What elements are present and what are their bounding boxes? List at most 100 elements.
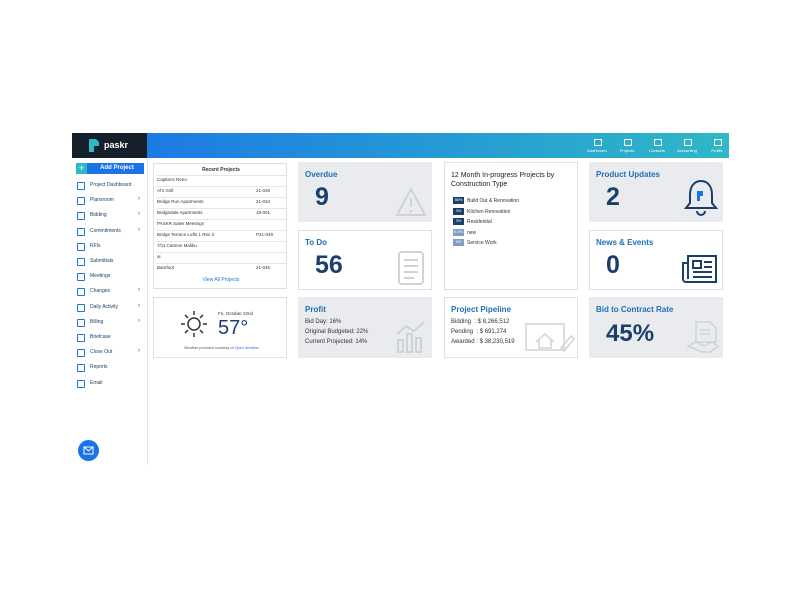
sidebar-icon — [77, 364, 85, 373]
view-all-link[interactable]: View All Projects — [202, 277, 240, 283]
blueprint-icon — [525, 323, 575, 353]
info-line: Original Budgeted: 22% — [305, 329, 369, 335]
card-title: To Do — [305, 238, 328, 247]
project-name[interactable]: Capitens Reno — [157, 177, 187, 182]
weather-credit-link[interactable]: Open Weather — [234, 346, 260, 350]
row-divider — [156, 208, 286, 209]
pipeline-card: Project Pipeline Bidding : $ 8,266,512 Pe… — [444, 297, 578, 358]
sidebar-item[interactable]: Changes › — [72, 287, 147, 297]
sidebar-icon — [77, 349, 85, 358]
sidebar-label[interactable]: Changes — [90, 288, 111, 295]
nav-item[interactable]: Accounting — [673, 137, 701, 155]
temperature: 57° — [218, 317, 249, 339]
nav-item[interactable]: Contacts — [643, 137, 671, 155]
sidebar-item[interactable]: Bidding › — [72, 211, 147, 221]
bid-rate-card: Bid to Contract Rate 45% — [589, 297, 723, 358]
sun-icon — [181, 311, 207, 337]
sidebar-label[interactable]: Billing — [90, 318, 104, 325]
sidebar-label[interactable]: Briefcase — [90, 334, 111, 340]
project-code: 21-026 — [256, 188, 271, 193]
percent-badge: 0% — [453, 239, 464, 246]
percent-badge: 3% — [453, 207, 464, 215]
project-name[interactable]: 7/11 Catmon Malibu — [157, 243, 197, 248]
sidebar-item[interactable]: Meetings — [72, 272, 147, 282]
news-card: News & Events 0 — [589, 230, 723, 290]
info-line: Bid Day: 16% — [305, 319, 342, 325]
percent-badge: 0.2% — [453, 228, 464, 236]
row-divider — [156, 230, 286, 231]
card-title: Profit — [305, 305, 326, 314]
info-line: Current Projected: 14% — [305, 339, 368, 345]
project-name[interactable]: ai — [157, 254, 161, 259]
bid-rate-value: 45% — [606, 320, 655, 347]
nav-item[interactable]: Projects — [613, 137, 641, 155]
submenu-arrow: › — [138, 211, 140, 218]
sidebar-item[interactable]: Submittals — [72, 257, 147, 267]
nav-label[interactable]: Projects — [619, 148, 635, 153]
sidebar-label[interactable]: RFIs — [90, 242, 101, 249]
nav-icon — [714, 139, 722, 146]
news-value: 0 — [606, 251, 620, 279]
sidebar-item[interactable]: Plansroom › — [72, 196, 147, 206]
project-code: 19-001 — [256, 210, 271, 215]
sidebar-item[interactable]: Close Out › — [72, 348, 147, 358]
nav-label[interactable]: Accounting — [677, 148, 697, 153]
row-divider — [156, 175, 286, 176]
project-name[interactable]: Bridge Terrace Lofts 1 Rev 3 — [157, 232, 214, 237]
nav-item[interactable]: Profile — [703, 137, 731, 155]
sidebar-label[interactable]: Daily Activity — [90, 303, 119, 310]
nav-item[interactable]: Dashboard — [583, 137, 611, 155]
nav-icon — [654, 139, 662, 146]
project-code: P21-048 — [256, 232, 274, 237]
sidebar-item[interactable]: Project Dashboard — [72, 181, 147, 191]
project-name[interactable]: PASKR Sales Meetings — [157, 221, 204, 226]
sidebar-label[interactable]: Commitments — [90, 227, 121, 234]
nav-label[interactable]: Contacts — [649, 148, 665, 153]
email-fab[interactable] — [78, 440, 99, 461]
sidebar-icon — [77, 258, 85, 266]
sidebar-item[interactable]: Billing › — [72, 318, 147, 328]
sidebar-label[interactable]: Email — [90, 379, 103, 386]
type-label: new — [467, 229, 477, 236]
percent-badge: 56% — [453, 197, 464, 204]
todo-card: To Do 56 — [298, 230, 432, 290]
sidebar-item[interactable]: Daily Activity › — [72, 303, 147, 313]
logo-area: paskr — [72, 133, 147, 158]
nav-label[interactable]: Profile — [711, 148, 723, 153]
sidebar-item[interactable]: Email — [72, 379, 147, 389]
nav-label[interactable]: Dashboard — [587, 148, 607, 153]
header — [72, 133, 729, 158]
project-name[interactable]: Barefoot — [157, 265, 175, 270]
newspaper-icon — [682, 255, 717, 283]
sidebar-icon — [77, 379, 85, 388]
sidebar-label[interactable]: Project Dashboard — [90, 182, 132, 188]
recent-projects: Recent Projects View All Projects Capite… — [153, 163, 287, 289]
add-project-button[interactable]: + Add Project — [76, 163, 144, 174]
sidebar-label[interactable]: Close Out — [90, 349, 113, 356]
sidebar-item[interactable]: Commitments › — [72, 227, 147, 237]
card-title: Bid to Contract Rate — [596, 305, 674, 314]
project-name[interactable]: Al's Grill — [157, 188, 174, 193]
project-name[interactable]: Bridgedale Apartments — [157, 210, 203, 215]
project-name[interactable]: Bridge Run Apartments — [157, 199, 204, 204]
sidebar-label[interactable]: Submittals — [90, 258, 114, 264]
sidebar-icon — [77, 212, 85, 221]
sidebar-item[interactable]: Reports — [72, 363, 147, 373]
card-title: 12 Month In-progress Projects by Constru… — [451, 172, 555, 188]
sidebar-label[interactable]: Bidding — [90, 212, 107, 219]
card-title: News & Events — [596, 238, 654, 247]
sidebar-item[interactable]: Briefcase — [72, 333, 147, 343]
sidebar-label[interactable]: Reports — [90, 364, 108, 371]
product-updates-card: Product Updates 2 — [589, 162, 723, 222]
sidebar-icon — [77, 273, 85, 282]
sidebar-label[interactable]: Plansroom — [90, 197, 114, 204]
card-title: Project Pipeline — [451, 305, 512, 314]
sidebar-label[interactable]: Meetings — [90, 273, 111, 280]
add-project-label[interactable]: Add Project — [100, 165, 134, 171]
submenu-arrow: › — [138, 226, 140, 233]
sidebar-icon — [77, 318, 85, 327]
project-code: 21-045 — [256, 265, 271, 270]
sidebar-icon — [77, 303, 85, 312]
sidebar-item[interactable]: RFIs — [72, 242, 147, 252]
